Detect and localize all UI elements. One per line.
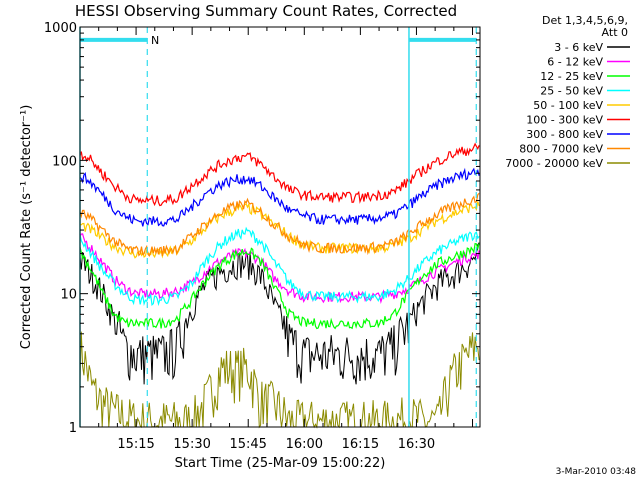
plot-frame (79, 26, 481, 428)
series-line (79, 331, 480, 429)
x-tick-label: 15:45 (229, 437, 266, 452)
legend-entry-label: 7000 - 20000 keV (505, 157, 603, 170)
y-tick-label: 1 (69, 421, 77, 436)
legend-entry-label: 25 - 50 keV (540, 85, 603, 98)
plot-area (79, 142, 480, 429)
series-line (79, 226, 480, 307)
legend-header: Att 0 (602, 26, 628, 39)
x-tick-label: 16:00 (286, 437, 323, 452)
x-tick-label: 16:30 (398, 437, 435, 452)
y-tick-label: 10 (60, 288, 77, 303)
legend-header: Det 1,3,4,5,6,9, (542, 14, 628, 27)
axes: 1 10 100 1000 15:15 15:30 15:45 16:00 16:15 16:30 (44, 21, 480, 452)
series-line (79, 192, 480, 257)
timestamp-footer: 3-Mar-2010 03:48 (556, 467, 637, 477)
legend-entry-label: 50 - 100 keV (533, 99, 603, 112)
legend: Det 1,3,4,5,6,9,Att 0 3 - 6 keV 6 - 12 keV… (505, 14, 630, 170)
legend-entry-label: 12 - 25 keV (540, 70, 603, 83)
legend-entry-label: 100 - 300 keV (526, 114, 603, 127)
x-axis-label: Start Time (25-Mar-09 15:00:22) (175, 456, 386, 471)
series-line (79, 233, 480, 304)
x-tick-label: 15:30 (173, 437, 210, 452)
legend-entry-label: 800 - 7000 keV (519, 143, 603, 156)
legend-entry-label: 300 - 800 keV (526, 128, 603, 141)
x-tick-label: 15:15 (117, 437, 154, 452)
marker-label: N (151, 34, 159, 47)
legend-entry-label: 6 - 12 keV (547, 56, 603, 69)
series-line (79, 242, 480, 385)
y-tick-label: 100 (52, 154, 77, 169)
y-tick-label: 1000 (44, 21, 77, 36)
y-axis-label: Corrected Count Rate (s⁻¹ detector⁻¹) (19, 105, 34, 350)
chart-title: HESSI Observing Summary Count Rates, Cor… (75, 2, 457, 20)
series-line (79, 201, 480, 259)
series-line (79, 142, 480, 207)
series-line (79, 167, 480, 227)
legend-entry-label: 3 - 6 keV (554, 41, 603, 54)
series-line (79, 242, 480, 330)
x-tick-label: 16:15 (342, 437, 379, 452)
